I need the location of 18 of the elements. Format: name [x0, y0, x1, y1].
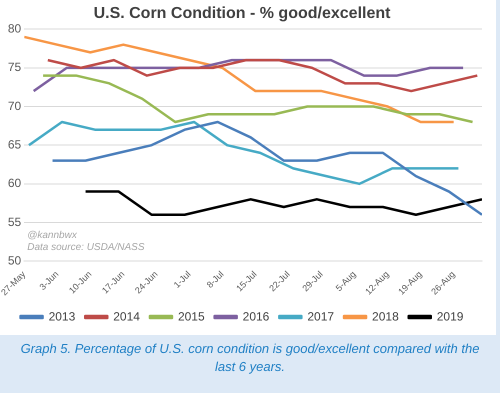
legend-label: 2018	[372, 309, 400, 324]
y-tick-label: 80	[8, 22, 22, 36]
y-tick-label: 60	[8, 176, 22, 190]
y-tick-label: 50	[8, 253, 22, 268]
annotation: @kannbwx	[27, 230, 78, 241]
y-tick-label: 65	[8, 137, 22, 152]
y-tick-label: 70	[8, 98, 22, 113]
caption: Graph 5. Percentage of U.S. corn condition is good/excellent compared with the last 6 years.	[20, 340, 480, 376]
annotation: Data source: USDA/NASS	[27, 242, 145, 253]
chart-title: U.S. Corn Condition - % good/excellent	[94, 5, 392, 22]
legend-label: 2014	[113, 309, 140, 324]
y-tick-label: 55	[8, 214, 22, 229]
legend-label: 2016	[242, 309, 270, 324]
legend-label: 2015	[178, 309, 205, 324]
legend-label: 2017	[307, 309, 334, 324]
legend-label: 2013	[48, 309, 76, 324]
legend-label: 2019	[436, 309, 464, 324]
y-tick-label: 75	[8, 60, 22, 74]
